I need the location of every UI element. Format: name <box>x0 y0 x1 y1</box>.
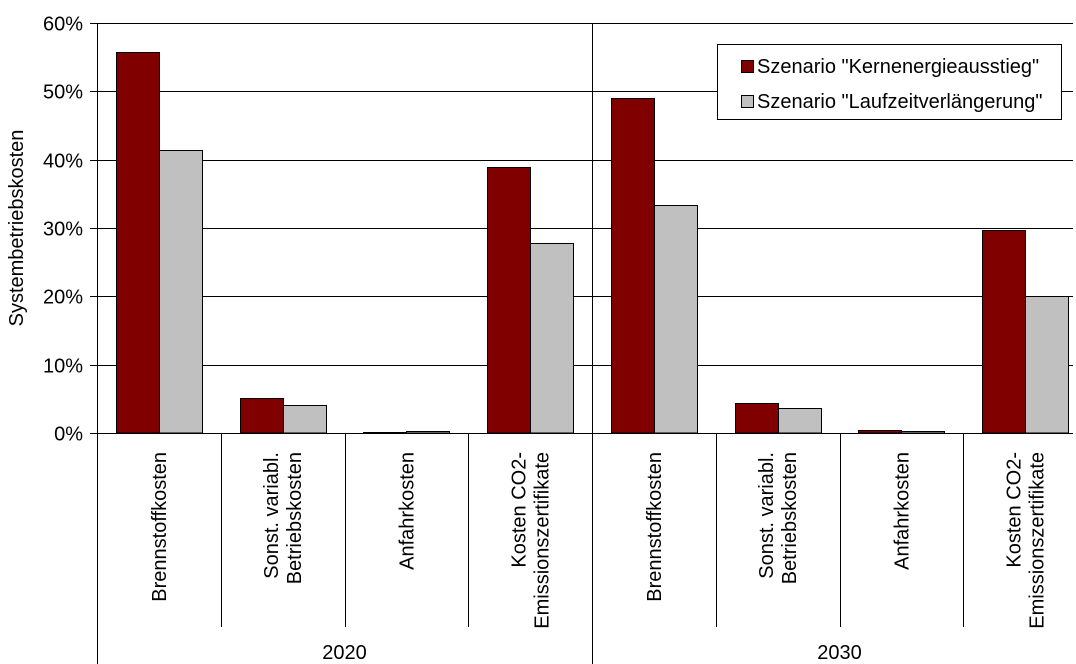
x-category-label: Betriebskosten <box>779 452 801 584</box>
bar <box>116 52 160 434</box>
bar <box>982 230 1026 434</box>
bar <box>530 243 574 434</box>
bars <box>116 52 1069 434</box>
y-tick-label: 40% <box>43 151 83 173</box>
bar <box>240 398 284 434</box>
legend-label: Szenario "Laufzeitverlängerung" <box>757 91 1043 113</box>
y-tick-label: 50% <box>43 82 83 104</box>
x-category-label: Emissionszertifikate <box>532 452 554 629</box>
x-category-label: Anfahrkosten <box>891 452 913 570</box>
y-axis-label: Systembetriebskosten <box>6 130 28 327</box>
bar <box>159 150 203 434</box>
bar <box>283 405 327 434</box>
x-group-label: 2030 <box>817 642 862 664</box>
bar <box>406 431 450 434</box>
x-category-label: Brennstoffkosten <box>149 452 171 602</box>
x-category-label: Emissionszertifikate <box>1027 452 1049 629</box>
axis-labels: 0% 10% 20% 30% 40% 50% 60% Brennstoffkosten Sons… <box>6 14 1049 664</box>
bar <box>611 98 655 434</box>
legend-swatch <box>741 95 754 108</box>
x-group-label: 2020 <box>322 642 367 664</box>
bar <box>778 408 822 434</box>
y-tick-label: 0% <box>54 424 83 446</box>
bar <box>1025 296 1069 434</box>
legend-swatch <box>741 60 754 73</box>
x-category-label: Anfahrkosten <box>396 452 418 570</box>
legend-label: Szenario "Kernenergieausstieg" <box>757 56 1039 78</box>
bar <box>363 432 407 434</box>
bar <box>735 403 779 434</box>
x-category-label: Kosten CO2- <box>509 452 531 568</box>
x-category-label: Betriebskosten <box>284 452 306 584</box>
bar <box>654 205 698 434</box>
x-category-label: Sonst. variabl. <box>756 452 778 579</box>
axes <box>90 23 1073 664</box>
bar <box>487 167 531 434</box>
x-category-label: Brennstoffkosten <box>644 452 666 602</box>
bar <box>901 431 945 434</box>
legend-box <box>717 44 1062 120</box>
legend: Szenario "Kernenergieausstieg" Szenario "… <box>717 44 1062 120</box>
y-tick-label: 10% <box>43 356 83 378</box>
y-tick-label: 60% <box>43 14 83 36</box>
x-category-label: Sonst. variabl. <box>261 452 283 579</box>
x-category-label: Kosten CO2- <box>1004 452 1026 568</box>
y-tick-label: 30% <box>43 219 83 241</box>
bar <box>858 430 902 434</box>
y-tick-label: 20% <box>43 287 83 309</box>
gridlines <box>97 23 1073 366</box>
